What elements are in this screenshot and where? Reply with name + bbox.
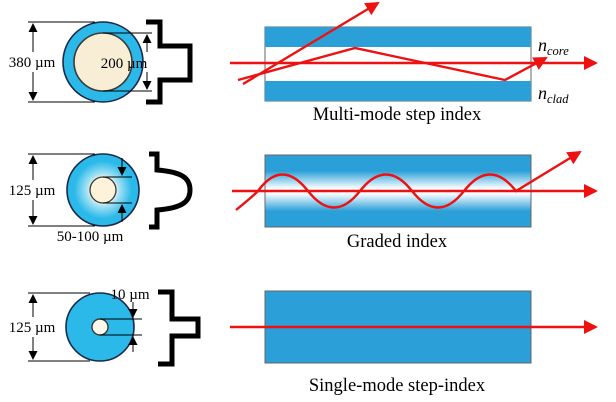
- sine-ray: [235, 150, 582, 211]
- dimension-outer-380: [28, 21, 95, 103]
- graded-cross-section: [66, 153, 140, 227]
- row-multimode-step: 380 µm 200 µm ncore nclad Multi-mode ste…: [9, 1, 598, 125]
- multimode-rays: [230, 1, 598, 86]
- cladding-band-bottom: [265, 81, 531, 101]
- graded-rays: [232, 150, 598, 211]
- escaping-ray: [242, 1, 380, 86]
- outer-diameter-label: 125 µm: [9, 183, 56, 199]
- step-index-profile-icon: [146, 19, 193, 105]
- core-diameter-label: 200 µm: [101, 56, 148, 72]
- singlemode-core-circle: [91, 318, 109, 336]
- graded-caption: Graded index: [347, 232, 448, 252]
- singlemode-caption: Single-mode step-index: [309, 376, 486, 396]
- n-core-label: ncore: [538, 35, 569, 58]
- row-singlemode-step: 125 µm 10 µm Single-mode step-index: [9, 287, 598, 396]
- graded-index-profile-icon: [149, 151, 193, 230]
- graded-cladding-circle: [66, 153, 140, 227]
- singlemode-cross-section: [65, 292, 135, 362]
- multimode-cross-section: [62, 21, 144, 103]
- dimension-core-200: [103, 32, 152, 92]
- cladding-band-top: [265, 27, 531, 47]
- core-diameter-label: 10 µm: [110, 287, 149, 303]
- zigzag-ray: [237, 46, 548, 82]
- dimension-core-50-100: [103, 158, 132, 222]
- multimode-caption: Multi-mode step index: [313, 105, 482, 125]
- dimension-outer-125: [28, 153, 95, 227]
- core-diameter-label: 50-100 µm: [57, 229, 124, 245]
- outer-diameter-label: 380 µm: [9, 55, 56, 71]
- outer-diameter-label: 125 µm: [9, 320, 56, 336]
- n-clad-label: nclad: [538, 83, 569, 106]
- dimension-core-10: [100, 302, 142, 352]
- singlemode-index-profile-icon: [158, 289, 201, 367]
- row-graded-index: 125 µm 50-100 µm Graded index: [9, 150, 598, 252]
- dimension-outer-125: [28, 292, 90, 362]
